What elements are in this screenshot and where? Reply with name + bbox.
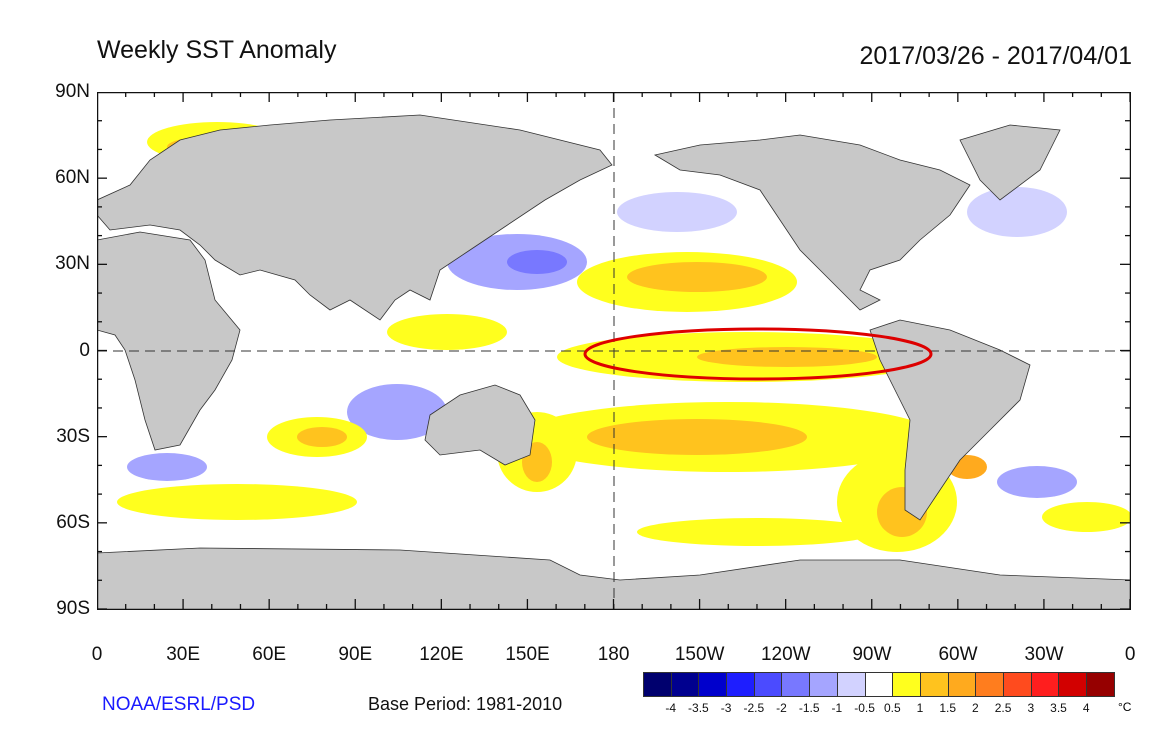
colorbar-swatch bbox=[1031, 673, 1060, 696]
colorbar-label: 3 bbox=[1027, 701, 1035, 715]
land-masses bbox=[97, 114, 1131, 610]
north-america bbox=[653, 134, 971, 311]
colorbar-label: 1 bbox=[916, 701, 924, 715]
lon-label: 150W bbox=[674, 644, 725, 665]
colorbar-label: 4 bbox=[1082, 701, 1090, 715]
colorbar-swatch bbox=[1059, 673, 1087, 696]
lon-label: 90W bbox=[852, 644, 892, 665]
colorbar-swatch bbox=[727, 673, 755, 696]
lat-label: 0 bbox=[79, 339, 90, 361]
colorbar-label: 1.5 bbox=[939, 701, 957, 715]
lon-label: 0 bbox=[1124, 644, 1136, 665]
colorbar-swatch bbox=[699, 673, 728, 696]
colorbar bbox=[643, 672, 1115, 697]
colorbar-swatch bbox=[1087, 673, 1114, 696]
lat-label: 30S bbox=[56, 425, 90, 447]
colorbar-swatch bbox=[1003, 673, 1032, 696]
lon-label: 120E bbox=[419, 644, 464, 665]
base-period-label: Base Period: 1981-2010 bbox=[368, 694, 563, 714]
lat-label: 60S bbox=[56, 512, 90, 533]
colorbar-label: -4 bbox=[665, 701, 677, 715]
eurasia bbox=[97, 114, 613, 321]
colorbar-swatch bbox=[644, 673, 672, 696]
lon-label: 180 bbox=[597, 644, 630, 665]
colorbar-unit: °C bbox=[1118, 700, 1132, 714]
lon-label: 30E bbox=[166, 644, 200, 665]
lon-label: 30W bbox=[1024, 644, 1064, 665]
lat-label: 90N bbox=[55, 81, 90, 102]
antarctica bbox=[97, 547, 1131, 610]
greenland bbox=[959, 124, 1061, 201]
highlight-ellipse bbox=[583, 327, 933, 381]
australia bbox=[424, 384, 536, 466]
colorbar-swatch bbox=[948, 673, 977, 696]
colorbar-label: -1.5 bbox=[798, 701, 820, 715]
lon-label: 90E bbox=[338, 644, 373, 665]
colorbar-label: 2 bbox=[972, 701, 979, 715]
lon-label: 0 bbox=[91, 644, 103, 665]
lat-label: 60N bbox=[55, 167, 90, 189]
colorbar-swatch bbox=[976, 673, 1004, 696]
colorbar-label: -0.5 bbox=[854, 701, 875, 715]
colorbar-swatch bbox=[865, 673, 894, 696]
lon-label: 120W bbox=[760, 644, 811, 665]
colorbar-swatch bbox=[893, 673, 921, 696]
colorbar-label: 3.5 bbox=[1050, 701, 1067, 715]
lat-label: 90S bbox=[56, 598, 90, 620]
map-title: Weekly SST Anomaly bbox=[97, 36, 337, 64]
colorbar-swatch bbox=[671, 673, 700, 696]
colorbar-swatch bbox=[754, 673, 783, 696]
lon-label: 60E bbox=[252, 644, 287, 665]
colorbar-swatch bbox=[810, 673, 838, 696]
lon-label: 60W bbox=[938, 644, 978, 665]
colorbar-swatch bbox=[782, 673, 811, 696]
sst-anomaly-map bbox=[97, 92, 1131, 610]
lat-label: 30N bbox=[55, 253, 90, 275]
colorbar-label: -1 bbox=[831, 701, 843, 715]
colorbar-label: 2.5 bbox=[994, 701, 1012, 715]
colorbar-label: -2.5 bbox=[743, 701, 765, 715]
credit-label: NOAA/ESRL/PSD bbox=[102, 694, 256, 715]
colorbar-label: -3 bbox=[720, 701, 732, 715]
africa bbox=[97, 231, 241, 451]
south-america bbox=[869, 319, 1031, 521]
colorbar-label: -2 bbox=[776, 701, 787, 715]
colorbar-swatch bbox=[920, 673, 949, 696]
date-range: 2017/03/26 - 2017/04/01 bbox=[859, 42, 1132, 70]
colorbar-label: -3.5 bbox=[688, 701, 709, 715]
colorbar-swatch bbox=[837, 673, 866, 696]
map-frame bbox=[97, 92, 1131, 610]
lon-label: 150E bbox=[505, 644, 550, 665]
colorbar-label: 0.5 bbox=[883, 701, 901, 715]
